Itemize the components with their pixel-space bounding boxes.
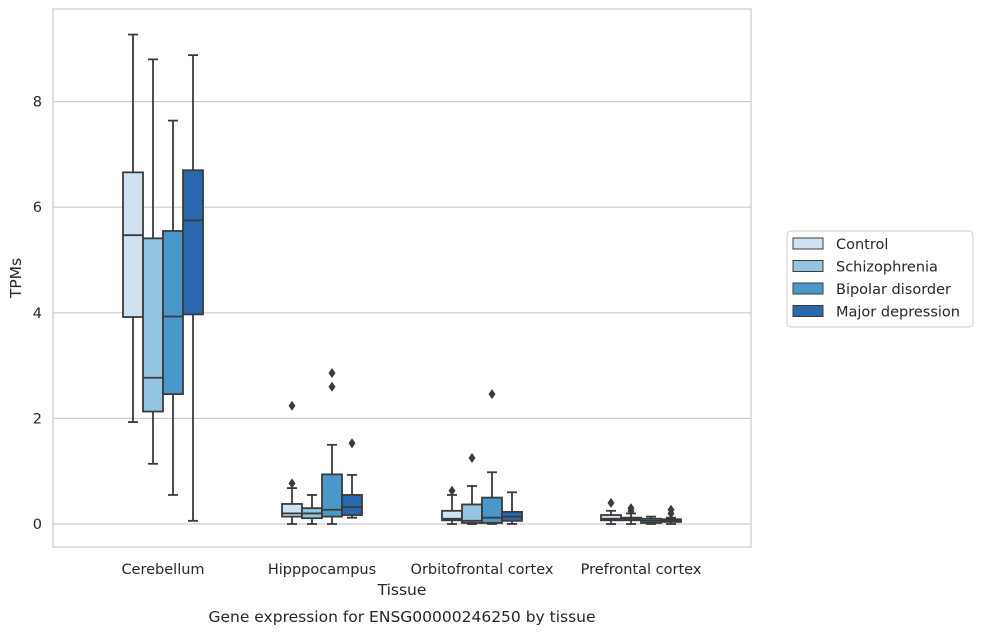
x-axis-label: Tissue [377,581,427,599]
outlier-point [667,504,675,515]
y-tick-label: 6 [33,200,42,216]
box-plot-series [122,33,682,525]
legend-frame [786,230,974,328]
outlier-point [488,389,496,400]
outlier-point [328,381,336,392]
x-tick-label: Prefrontal cortex [581,562,702,578]
box-iqr [481,496,503,524]
legend-label: Control [836,237,888,253]
x-tick-label: Cerebellum [121,562,204,578]
outlier-point [288,478,296,489]
x-tick-label: Hipppocampus [268,562,376,578]
box-major-depression-1 [341,438,363,519]
x-tick-label: Orbitofrontal cortex [411,562,554,578]
outlier-point [288,400,296,411]
box-bipolar-disorder-2 [481,389,503,525]
box-iqr [122,171,144,318]
y-tick-label: 2 [33,411,42,427]
legend: Control Schizophrenia Bipolar disorder Majo… [786,230,974,328]
y-axis-label: TPMs [7,258,25,299]
box-major-depression-0 [182,54,204,522]
outlier-point [448,485,456,496]
outlier-point [348,438,356,449]
y-tick-labels: 0 2 4 6 8 [33,95,42,533]
y-tick-label: 0 [33,517,42,533]
box-schizophrenia-0 [142,58,164,465]
legend-label: Major depression [836,305,960,321]
box-bipolar-disorder-0 [162,119,184,496]
box-iqr [182,169,204,316]
y-tick-label: 4 [33,306,42,322]
outlier-point [468,453,476,463]
legend-swatch [792,282,824,295]
figure-caption: Gene expression for ENSG00000246250 by t… [208,608,595,626]
box-iqr [142,237,164,413]
box-bipolar-disorder-1 [321,367,343,525]
legend-swatch [792,305,824,317]
box-control-0 [122,33,144,423]
box-control-1 [281,400,303,525]
x-tick-labels: Cerebellum Hipppocampus Orbitofrontal cort… [121,562,701,578]
box-iqr [281,503,303,518]
outlier-point [328,367,336,378]
legend-swatch [792,260,824,272]
outlier-point [607,497,615,508]
legend-swatch [792,237,824,250]
legend-label: Schizophrenia [836,260,938,276]
box-major-depression-3 [660,504,682,525]
box-major-depression-2 [501,491,523,525]
box-iqr [162,230,184,396]
legend-label: Bipolar disorder [836,282,951,298]
box-control-3 [600,497,622,525]
box-iqr [341,494,363,516]
outlier-point [627,503,635,514]
plot-frame [52,8,752,548]
y-tick-label: 8 [33,95,42,111]
